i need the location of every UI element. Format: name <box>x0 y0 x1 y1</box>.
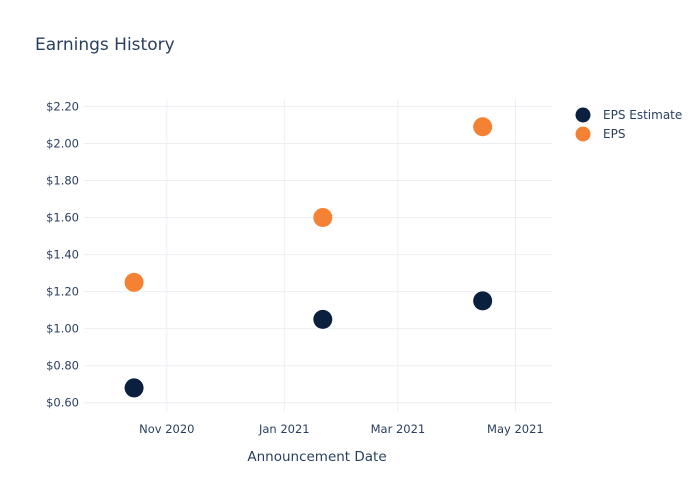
y-tick-label: $1.20 <box>46 285 79 299</box>
y-axis-ticks: $0.60 $0.80 $1.00 $1.20 $1.40 $1.60 $1.80 $2.00… <box>46 99 79 409</box>
legend-marker-icon <box>575 126 591 142</box>
x-tick-label: Jan 2021 <box>258 422 310 436</box>
y-tick-label: $1.00 <box>46 322 79 336</box>
y-tick-label: $1.60 <box>46 211 79 225</box>
grid-layer <box>84 99 552 412</box>
y-tick-label: $1.40 <box>46 248 79 262</box>
x-axis-ticks: Nov 2020 Jan 2021 Mar 2021 May 2021 <box>139 422 544 436</box>
x-tick-label: Nov 2020 <box>139 422 194 436</box>
legend-marker-icon <box>575 107 591 123</box>
x-tick-label: May 2021 <box>487 422 544 436</box>
y-tick-label: $2.00 <box>46 136 79 150</box>
x-tick-label: Mar 2021 <box>371 422 426 436</box>
eps-point[interactable] <box>124 272 144 292</box>
legend-item-eps-estimate[interactable]: EPS Estimate <box>575 107 683 123</box>
y-tick-label: $0.60 <box>46 396 79 410</box>
chart-title: Earnings History <box>35 35 175 55</box>
legend-label: EPS Estimate <box>603 108 682 122</box>
y-tick-label: $1.80 <box>46 173 79 187</box>
legend-label: EPS <box>603 127 625 141</box>
eps-point[interactable] <box>473 117 493 137</box>
x-axis-title: Announcement Date <box>247 449 386 465</box>
eps-estimate-point[interactable] <box>473 291 493 311</box>
y-tick-label: $0.80 <box>46 359 79 373</box>
eps-estimate-point[interactable] <box>313 309 333 329</box>
legend[interactable]: EPS Estimate EPS <box>575 107 683 142</box>
data-points <box>124 117 493 398</box>
eps-point[interactable] <box>313 208 333 228</box>
legend-item-eps[interactable]: EPS <box>575 126 626 142</box>
y-tick-label: $2.20 <box>46 99 79 113</box>
eps-estimate-point[interactable] <box>124 378 144 398</box>
